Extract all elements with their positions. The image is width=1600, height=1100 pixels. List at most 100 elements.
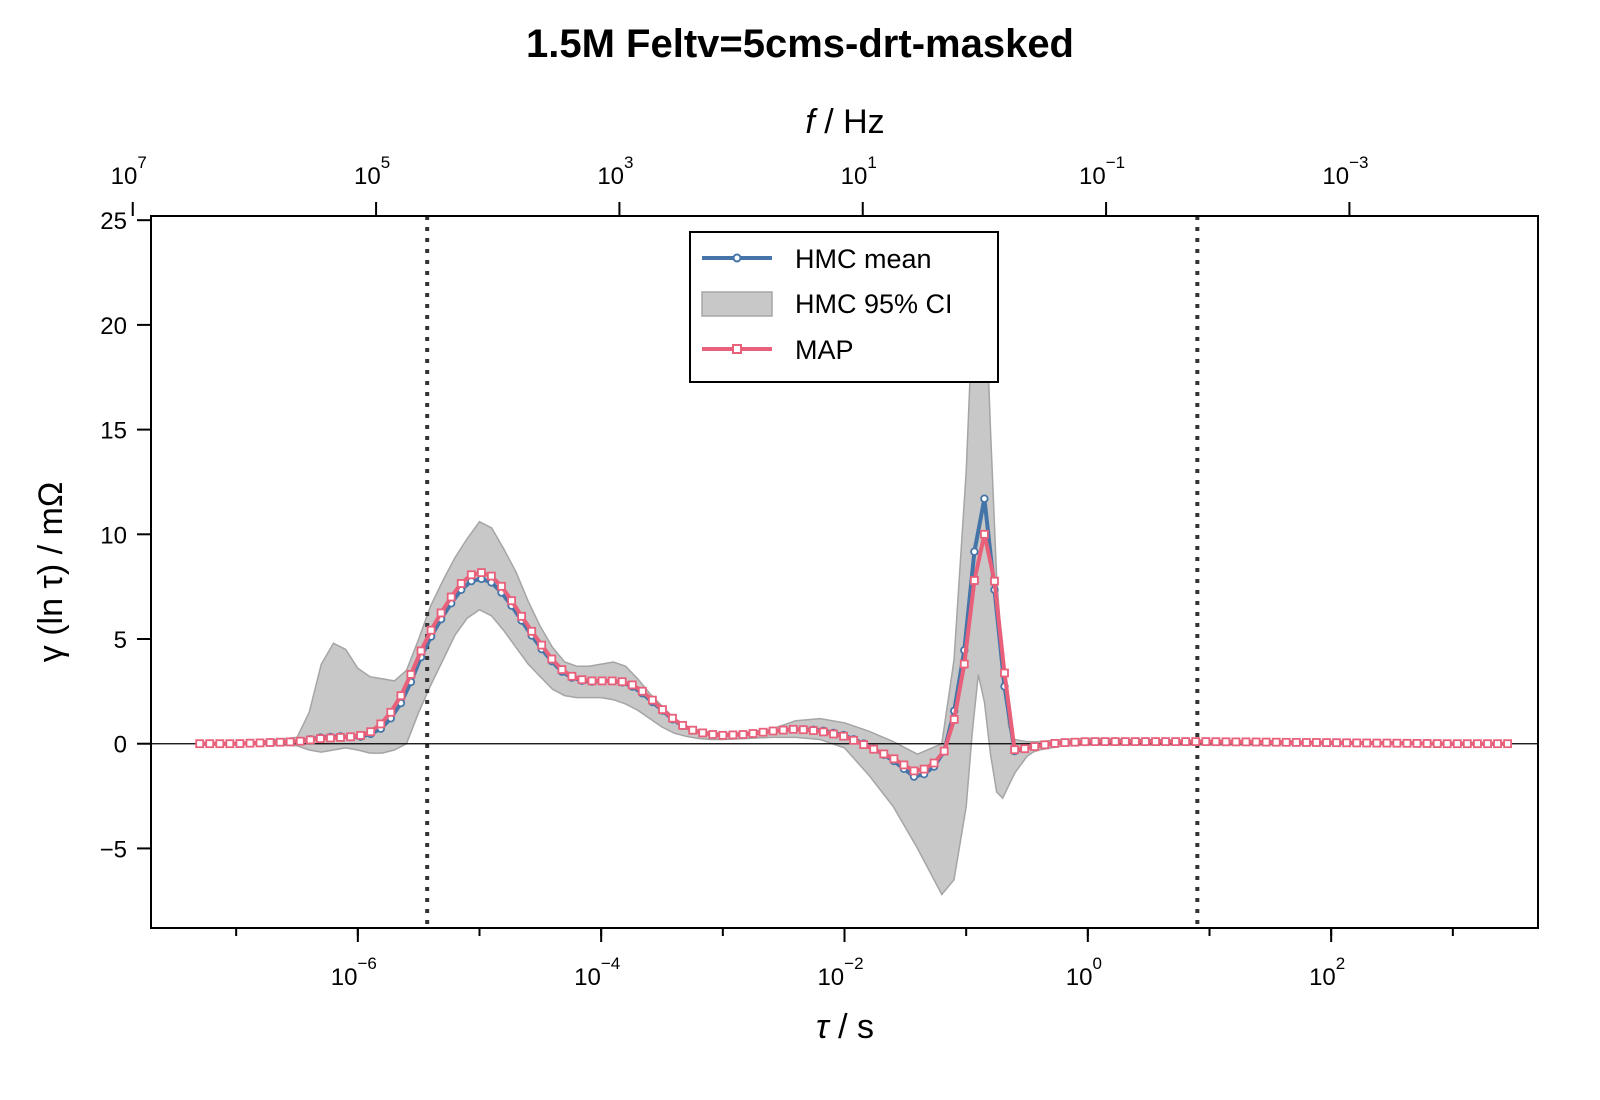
- map-marker: [426, 625, 436, 635]
- map-marker: [758, 727, 768, 737]
- map-marker: [1372, 738, 1382, 748]
- x-tick-label-exponent: 2: [1336, 954, 1345, 973]
- map-marker: [537, 640, 547, 650]
- map-marker: [1060, 738, 1070, 747]
- x-tick-label-exponent: 0: [1092, 954, 1101, 973]
- map-marker: [1090, 737, 1100, 746]
- map-marker: [225, 739, 235, 749]
- map-marker: [1050, 739, 1060, 748]
- map-marker: [567, 671, 577, 681]
- map-marker: [869, 744, 879, 754]
- x-tick-label: 10−4: [574, 954, 620, 991]
- top-axis-label-unit: / Hz: [815, 103, 885, 141]
- top-axis-label: f / Hz: [805, 103, 884, 141]
- map-marker: [1181, 737, 1190, 746]
- map-marker: [547, 654, 557, 664]
- x-tick-label-exponent: −2: [844, 954, 863, 973]
- top-tick-label: 107: [111, 153, 147, 190]
- y-tick-label: 10: [100, 522, 127, 549]
- map-marker: [356, 731, 366, 740]
- map-marker: [1201, 737, 1211, 746]
- top-tick-label: 101: [841, 153, 877, 190]
- map-marker: [1342, 738, 1351, 748]
- map-marker: [1261, 737, 1271, 747]
- x-axis-label-unit: / s: [829, 1008, 874, 1046]
- map-marker: [235, 739, 245, 748]
- map-marker: [1141, 737, 1150, 746]
- top-tick-label: 10−1: [1079, 153, 1125, 190]
- y-tick-label: 0: [114, 732, 127, 759]
- map-marker: [1271, 737, 1281, 747]
- map-marker: [1452, 739, 1462, 749]
- map-marker: [195, 739, 205, 749]
- map-marker: [1382, 738, 1392, 748]
- top-tick-label: 10−3: [1322, 153, 1368, 190]
- top-tick-label: 105: [354, 153, 390, 190]
- top-tick-label-exponent: −1: [1106, 153, 1125, 172]
- map-marker: [1412, 739, 1422, 748]
- map-marker: [1241, 737, 1251, 747]
- map-marker: [768, 726, 778, 736]
- map-marker: [587, 676, 597, 686]
- map-marker: [456, 579, 466, 588]
- hmc-mean-marker: [980, 494, 989, 503]
- legend-label-hmc-ci: HMC 95% CI: [795, 289, 953, 319]
- map-marker: [285, 737, 295, 747]
- map-marker: [436, 608, 446, 618]
- map-marker: [909, 766, 919, 776]
- map-marker: [637, 686, 647, 696]
- map-marker: [366, 727, 376, 737]
- map-marker: [1362, 738, 1372, 748]
- map-marker: [336, 733, 345, 742]
- map-marker: [698, 728, 708, 738]
- map-marker: [376, 719, 386, 729]
- map-marker: [486, 571, 496, 581]
- map-marker: [708, 730, 718, 739]
- map-marker: [1000, 668, 1009, 678]
- legend-entry-hmc-ci: HMC 95% CI: [701, 289, 953, 319]
- map-marker: [1151, 737, 1160, 746]
- map-marker: [597, 676, 607, 686]
- map-marker: [738, 730, 748, 739]
- map-marker: [1402, 738, 1412, 748]
- map-marker: [315, 734, 325, 743]
- map-marker: [1462, 739, 1472, 749]
- map-marker: [1020, 744, 1030, 754]
- map-marker: [1291, 738, 1301, 747]
- top-tick-label-exponent: 7: [137, 153, 146, 172]
- map-marker: [627, 680, 637, 690]
- y-tick-label: −5: [100, 836, 127, 863]
- map-marker: [1483, 739, 1492, 749]
- map-marker: [245, 738, 255, 748]
- map-marker: [949, 715, 959, 724]
- chart-title: 1.5M Feltv=5cms-drt-masked: [526, 22, 1074, 66]
- map-marker: [1503, 739, 1512, 749]
- map-marker: [809, 726, 818, 735]
- map-marker: [1493, 739, 1502, 749]
- map-marker: [215, 739, 225, 749]
- x-axis-label: τ / s: [816, 1008, 874, 1046]
- map-marker: [1171, 737, 1180, 746]
- map-marker: [728, 730, 738, 740]
- map-marker: [1332, 738, 1341, 748]
- map-marker: [1010, 745, 1019, 755]
- map-marker: [1070, 737, 1080, 747]
- top-x-axis: 107 105 103 101 10−1 10−3: [111, 153, 1368, 216]
- legend-entry-map: MAP: [702, 335, 854, 365]
- map-marker: [476, 568, 486, 577]
- map-marker: [527, 626, 537, 636]
- top-tick-label-exponent: 1: [867, 153, 876, 172]
- y-tick-label: 20: [100, 313, 127, 340]
- map-marker: [748, 729, 758, 738]
- hmc-mean-marker: [970, 547, 979, 556]
- map-marker: [939, 746, 949, 756]
- map-marker: [1191, 737, 1201, 746]
- map-marker: [788, 724, 798, 734]
- map-marker: [1281, 737, 1291, 747]
- map-marker: [1120, 737, 1130, 746]
- map-marker: [819, 727, 828, 737]
- map-marker: [778, 725, 788, 735]
- map-marker: [1352, 738, 1362, 748]
- map-marker: [1231, 737, 1241, 747]
